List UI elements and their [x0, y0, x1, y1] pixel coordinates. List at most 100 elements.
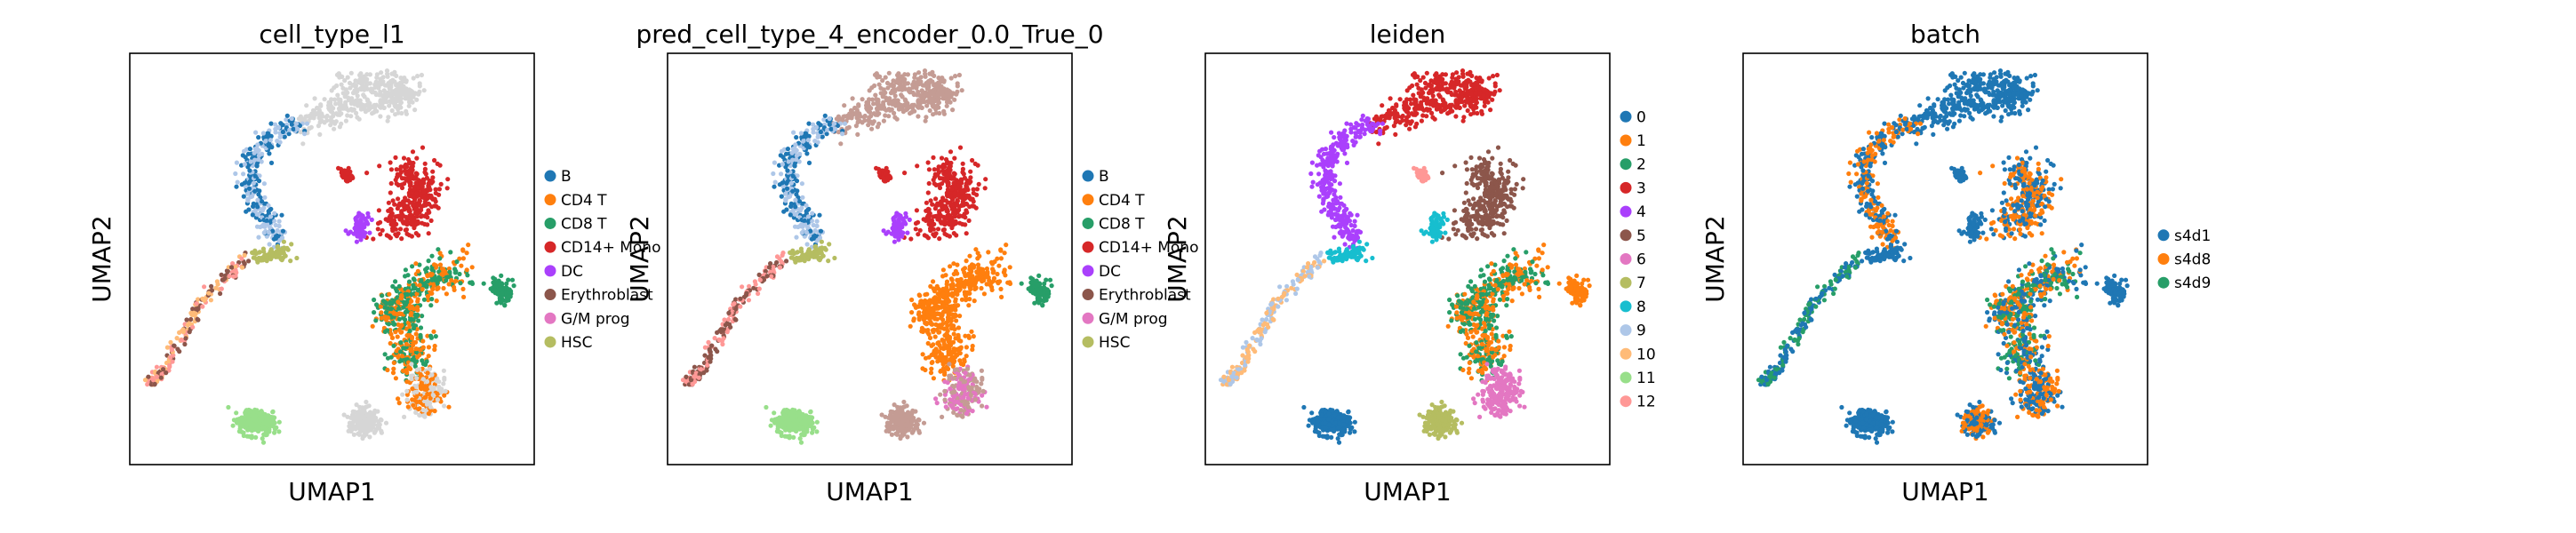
- scatter-point: [692, 374, 698, 379]
- scatter-point: [404, 79, 409, 84]
- scatter-point: [420, 408, 426, 413]
- scatter-point: [260, 440, 267, 445]
- scatter-point: [399, 354, 405, 359]
- scatter-point: [411, 160, 416, 166]
- scatter-point: [329, 104, 334, 109]
- scatter-point: [425, 278, 430, 284]
- scatter-point: [243, 412, 248, 418]
- scatter-point: [942, 388, 948, 394]
- scatter-point: [410, 221, 415, 227]
- scatter-point: [805, 214, 812, 219]
- scatter-point: [940, 309, 946, 315]
- scatter-point: [245, 191, 251, 196]
- legend-item: CD8 T: [544, 215, 607, 233]
- scatter-point: [432, 157, 437, 163]
- scatter-point: [392, 88, 397, 93]
- scatter-point: [909, 297, 915, 303]
- scatter-point: [431, 262, 437, 267]
- scatter-point: [967, 277, 972, 282]
- scatter-point: [403, 267, 408, 273]
- scatter-point: [900, 230, 906, 235]
- scatter-point: [434, 298, 439, 304]
- scatter-point: [441, 381, 446, 386]
- scatter-point: [415, 354, 420, 360]
- scatter-point: [779, 171, 784, 177]
- scatter-point: [827, 115, 832, 122]
- scatter-point: [818, 129, 824, 135]
- scatter-point: [409, 336, 414, 341]
- scatter-point: [435, 397, 440, 402]
- scatter-point: [826, 259, 831, 264]
- scatter-point: [248, 159, 253, 164]
- scatter-point: [411, 342, 416, 348]
- scatter-point: [414, 376, 420, 381]
- scatter-point: [427, 178, 432, 183]
- scatter-point: [432, 409, 437, 414]
- scatter-point: [756, 286, 762, 291]
- scatter-point: [415, 74, 420, 79]
- scatter-point: [902, 171, 908, 176]
- scatter-point: [965, 404, 971, 410]
- scatter-point: [388, 160, 393, 165]
- scatter-point: [246, 259, 252, 264]
- scatter-point: [947, 362, 952, 367]
- scatter-point: [869, 126, 875, 131]
- scatter-point: [1037, 290, 1043, 296]
- scatter-point: [370, 323, 375, 329]
- scatter-point: [402, 414, 407, 419]
- scatter-point: [481, 281, 486, 286]
- scatter-point: [716, 338, 722, 343]
- scatter-point: [468, 280, 473, 285]
- scatter-point: [970, 343, 975, 349]
- scatter-point: [275, 243, 281, 249]
- scatter-point: [934, 401, 940, 406]
- scatter-point: [818, 228, 824, 234]
- scatter-point: [963, 222, 968, 227]
- scatter-point: [169, 346, 174, 352]
- scatter-point: [886, 173, 892, 179]
- scatter-point: [768, 423, 773, 428]
- scatter-point: [378, 232, 383, 237]
- scatter-point: [318, 114, 324, 119]
- scatter-point: [980, 269, 986, 274]
- scatter-point: [796, 258, 802, 263]
- scatter-point: [404, 341, 409, 346]
- scatter-point: [393, 112, 398, 117]
- scatter-point: [827, 122, 832, 127]
- scatter-point: [403, 291, 408, 297]
- scatter-point: [396, 299, 401, 305]
- scatter-point: [391, 366, 396, 371]
- scatter-point: [718, 329, 724, 335]
- scatter-point: [957, 287, 963, 292]
- scatter-point: [348, 420, 354, 426]
- scatter-point: [916, 114, 921, 119]
- scatter-point: [908, 323, 913, 329]
- scatter-point: [234, 160, 239, 165]
- scatter-point: [413, 346, 419, 352]
- scatter-point: [278, 249, 284, 254]
- scatter-point: [817, 235, 823, 241]
- scatter-point: [738, 296, 743, 301]
- scatter-point: [814, 429, 820, 434]
- scatter-point: [926, 306, 932, 312]
- scatter-point: [926, 180, 932, 187]
- scatter-point: [951, 346, 956, 352]
- scatter-point: [911, 318, 916, 323]
- scatter-point: [413, 394, 420, 400]
- scatter-point: [959, 88, 964, 93]
- scatter-point: [235, 420, 240, 426]
- scatter-point: [270, 410, 276, 415]
- scatter-point: [312, 96, 317, 101]
- scatter-point: [335, 92, 340, 98]
- scatter-point: [268, 207, 273, 212]
- scatter-point: [931, 91, 936, 98]
- scatter-point: [951, 384, 956, 389]
- scatter-point: [421, 297, 427, 302]
- scatter-point: [409, 234, 414, 239]
- scatter-point: [418, 332, 423, 338]
- scatter-point: [421, 195, 427, 201]
- scatter-point: [329, 88, 334, 93]
- scatter-point: [398, 296, 404, 301]
- scatter-point: [407, 306, 412, 311]
- scatter-point: [397, 227, 404, 232]
